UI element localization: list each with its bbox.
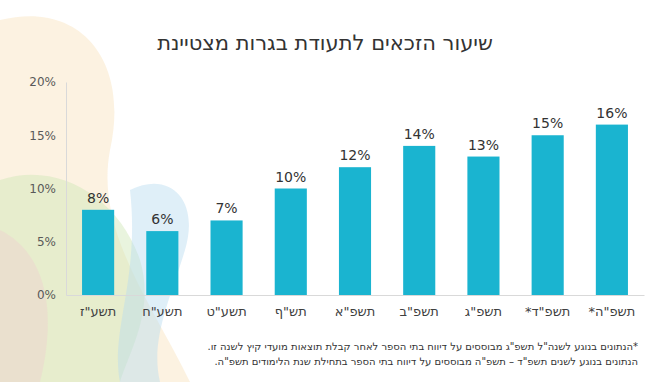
x-tick-label: תשפ"ה* <box>588 304 635 319</box>
y-tick-label: 20% <box>29 75 56 89</box>
x-tick-label: תשפ"א <box>335 304 376 319</box>
footnote: *הנתונים בנוגע לשנה"ל תשפ"ג מבוססים על ד… <box>207 341 638 352</box>
bar <box>275 189 307 296</box>
bar <box>467 157 499 295</box>
x-tick: תשפ"ד* <box>525 295 570 319</box>
x-tick: תשפ"ב <box>400 295 439 319</box>
bar <box>82 210 114 295</box>
data-label: 8% <box>87 190 109 206</box>
data-label: 14% <box>404 126 435 142</box>
x-tick: תשע"ז <box>80 295 116 319</box>
bar <box>403 146 435 295</box>
x-tick-label: תשע"ז <box>80 304 116 319</box>
y-tick: 10% <box>29 182 66 196</box>
x-tick: תשע"ח <box>142 295 182 319</box>
x-tick-label: תש"ף <box>275 304 307 319</box>
bar <box>146 231 178 295</box>
y-axis: 0% 5% 10% 15% 20% <box>29 75 66 302</box>
x-tick-label: תשע"ח <box>142 304 182 319</box>
x-tick-label: תשע"ט <box>206 304 246 319</box>
y-tick: 20% <box>29 75 66 89</box>
x-axis: תשע"ז תשע"ח תשע"ט תש"ף תשפ"א תשפ"ב תשפ"ג תשפ"ד*… <box>67 295 645 319</box>
x-axis-line <box>67 295 645 296</box>
data-labels: 8% 6% 7% 10% 12% 14% 13% 15% 16% <box>87 105 627 228</box>
bar <box>532 135 564 295</box>
chart: שיעור הזכאים לתעודת בגרות מצטיינת 0% 5% 10%… <box>0 0 650 382</box>
x-tick: תשפ"ה* <box>588 295 635 319</box>
y-tick-label: 5% <box>37 235 56 249</box>
y-tick: 5% <box>37 235 66 249</box>
x-tick-label: תשפ"ב <box>400 304 439 319</box>
data-label: 16% <box>596 105 627 121</box>
data-label: 10% <box>275 169 306 185</box>
data-label: 6% <box>151 211 173 227</box>
y-tick: 0% <box>37 288 66 302</box>
bars <box>82 125 628 295</box>
y-axis-line <box>66 83 67 296</box>
decoration-shape <box>0 230 48 382</box>
x-tick-label: תשפ"ד* <box>525 304 570 319</box>
y-tick-label: 10% <box>29 182 56 196</box>
y-tick-label: 0% <box>37 288 56 302</box>
bar <box>596 125 628 295</box>
x-tick-label: תשפ"ג <box>465 304 502 319</box>
x-tick: תש"ף <box>275 295 307 319</box>
data-label: 12% <box>339 147 370 163</box>
title: שיעור הזכאים לתעודת בגרות מצטיינת <box>157 31 493 55</box>
decoration-shape <box>118 184 189 382</box>
data-label: 15% <box>532 115 563 131</box>
decoration <box>0 16 190 382</box>
y-tick: 15% <box>29 129 66 143</box>
footnote: הנתונים בנוגע לשנים תשפ"ד – תשפ"ה מבוססי… <box>214 356 638 367</box>
x-tick: תשע"ט <box>206 295 246 319</box>
bar <box>339 167 371 295</box>
bar <box>211 220 243 295</box>
data-label: 13% <box>468 137 499 153</box>
y-tick-label: 15% <box>29 129 56 143</box>
x-tick: תשפ"ג <box>465 295 502 319</box>
footnotes: *הנתונים בנוגע לשנה"ל תשפ"ג מבוססים על ד… <box>207 341 638 367</box>
x-tick: תשפ"א <box>335 295 376 319</box>
data-label: 7% <box>215 200 237 216</box>
decoration-shape <box>0 16 190 382</box>
